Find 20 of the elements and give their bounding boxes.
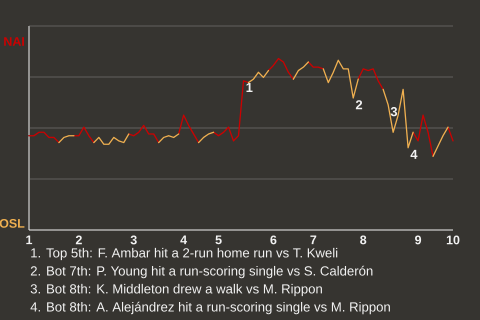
annotation: 3	[390, 107, 398, 116]
text: 4. Bot 8th: A. Alejándrez hit a run-scoring single vs M. Rippon	[30, 302, 390, 314]
text: OSL	[0, 218, 24, 228]
x-tick-label: 9	[415, 236, 422, 244]
text: NAI	[4, 37, 24, 46]
annotation: 4	[410, 150, 418, 159]
x-tick-label: 1	[26, 236, 32, 244]
annotation: 1	[246, 83, 253, 92]
x-tick-label: 3	[130, 236, 137, 244]
x-tick-label: 10	[446, 236, 460, 244]
text: 1. Top 5th: F. Ambar hit a 2-run home run vs T. Kweli	[31, 248, 338, 260]
x-tick-label: 8	[360, 236, 366, 244]
x-tick-label: 6	[270, 236, 276, 244]
text: 3. Bot 8th: K. Middleton drew a walk vs M. Rippon	[30, 284, 322, 296]
x-tick-label: 2	[76, 236, 82, 244]
x-tick-label: 4	[180, 236, 188, 244]
x-tick-label: 5	[215, 236, 222, 244]
x-tick-label: 7	[310, 236, 316, 244]
text: 2. Bot 7th: P. Young hit a run-scoring single vs S. Calderón	[30, 266, 372, 278]
annotation: 2	[356, 100, 362, 110]
